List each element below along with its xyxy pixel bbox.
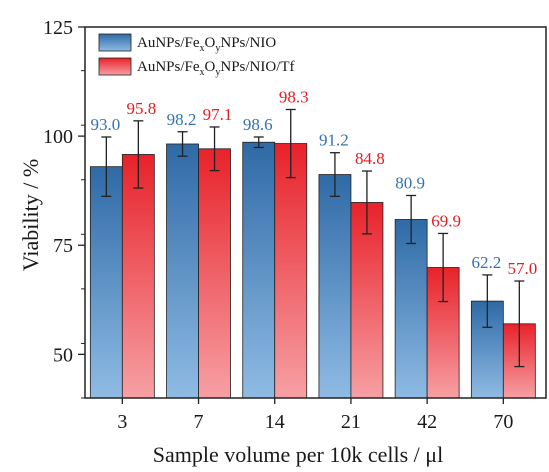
bars-layer [89, 141, 536, 399]
error-bar-nio-21 [329, 152, 340, 198]
x-tick-label-14: 14 [265, 411, 285, 433]
error-bar-nio-70 [482, 274, 493, 328]
legend-swatch [98, 33, 132, 52]
bar-nio-tf-7 [198, 148, 231, 399]
data-label-nio-tf-3: 95.8 [126, 99, 156, 118]
y-tick-label-50: 50 [53, 344, 73, 366]
legend-swatch [98, 57, 132, 76]
axes-layer: 3 7 14 21 42 70 50 75 100 125 [43, 17, 547, 433]
data-label-nio-tf-21: 84.8 [355, 149, 385, 168]
data-label-nio-tf-7: 97.1 [203, 105, 233, 124]
bar-nio-7 [166, 143, 199, 399]
bar-nio-42 [394, 219, 428, 399]
data-label-nio-14: 98.6 [243, 115, 273, 134]
legend: AuNPs/FexOyNPs/NIO AuNPs/FexOyNPs/NIO/Tf [98, 33, 295, 78]
data-label-nio-tf-42: 69.9 [431, 211, 461, 230]
data-label-nio-3: 93.0 [90, 115, 120, 134]
data-label-nio-42: 80.9 [395, 173, 425, 192]
y-axis-title: Viability / % [18, 159, 43, 271]
error-bar-nio-14 [253, 136, 264, 149]
error-bar-nio-7 [177, 131, 188, 157]
legend-label: AuNPs/FexOyNPs/NIO [137, 35, 276, 54]
data-label-nio-tf-14: 98.3 [279, 87, 309, 106]
bar-nio-tf-3 [121, 154, 155, 399]
error-bar-nio-tf-14 [285, 108, 296, 179]
error-bar-nio-42 [406, 194, 417, 245]
bar-nio-14 [242, 141, 276, 399]
x-tick-label-70: 70 [493, 411, 513, 433]
bar-nio-3 [89, 166, 123, 399]
data-labels-layer: 93.0 95.8 98.2 97.1 98.6 98.3 91.2 84.8 80.9 69.9… [90, 87, 537, 278]
data-label-nio-7: 98.2 [167, 110, 197, 129]
error-bar-nio-tf-70 [514, 280, 525, 368]
x-tick-label-21: 21 [341, 411, 361, 433]
error-bar-nio-tf-21 [361, 170, 372, 235]
legend-label: AuNPs/FexOyNPs/NIO/Tf [137, 59, 295, 78]
x-tick-label-3: 3 [117, 411, 127, 433]
legend-item-nio-tf: AuNPs/FexOyNPs/NIO/Tf [98, 57, 295, 78]
data-label-nio-70: 62.2 [471, 253, 501, 272]
legend-item-nio: AuNPs/FexOyNPs/NIO [98, 33, 276, 54]
bar-nio-tf-14 [274, 143, 308, 399]
x-axis-title: Sample volume per 10k cells / μl [153, 442, 443, 467]
error-bar-nio-tf-42 [438, 232, 449, 303]
bar-nio-tf-21 [350, 202, 384, 399]
error-bar-nio-tf-7 [209, 126, 220, 172]
error-bars-layer [101, 108, 525, 368]
data-label-nio-21: 91.2 [319, 131, 349, 150]
y-tick-label-100: 100 [43, 126, 73, 148]
error-bar-nio-tf-3 [133, 120, 144, 189]
y-tick-label-125: 125 [43, 17, 73, 39]
y-tick-label-75: 75 [53, 235, 73, 257]
error-bar-nio-3 [101, 136, 112, 198]
x-tick-label-42: 42 [417, 411, 437, 433]
data-label-nio-tf-70: 57.0 [507, 259, 537, 278]
plot-frame [84, 26, 547, 399]
x-tick-label-7: 7 [194, 411, 204, 433]
bar-nio-21 [318, 174, 352, 399]
